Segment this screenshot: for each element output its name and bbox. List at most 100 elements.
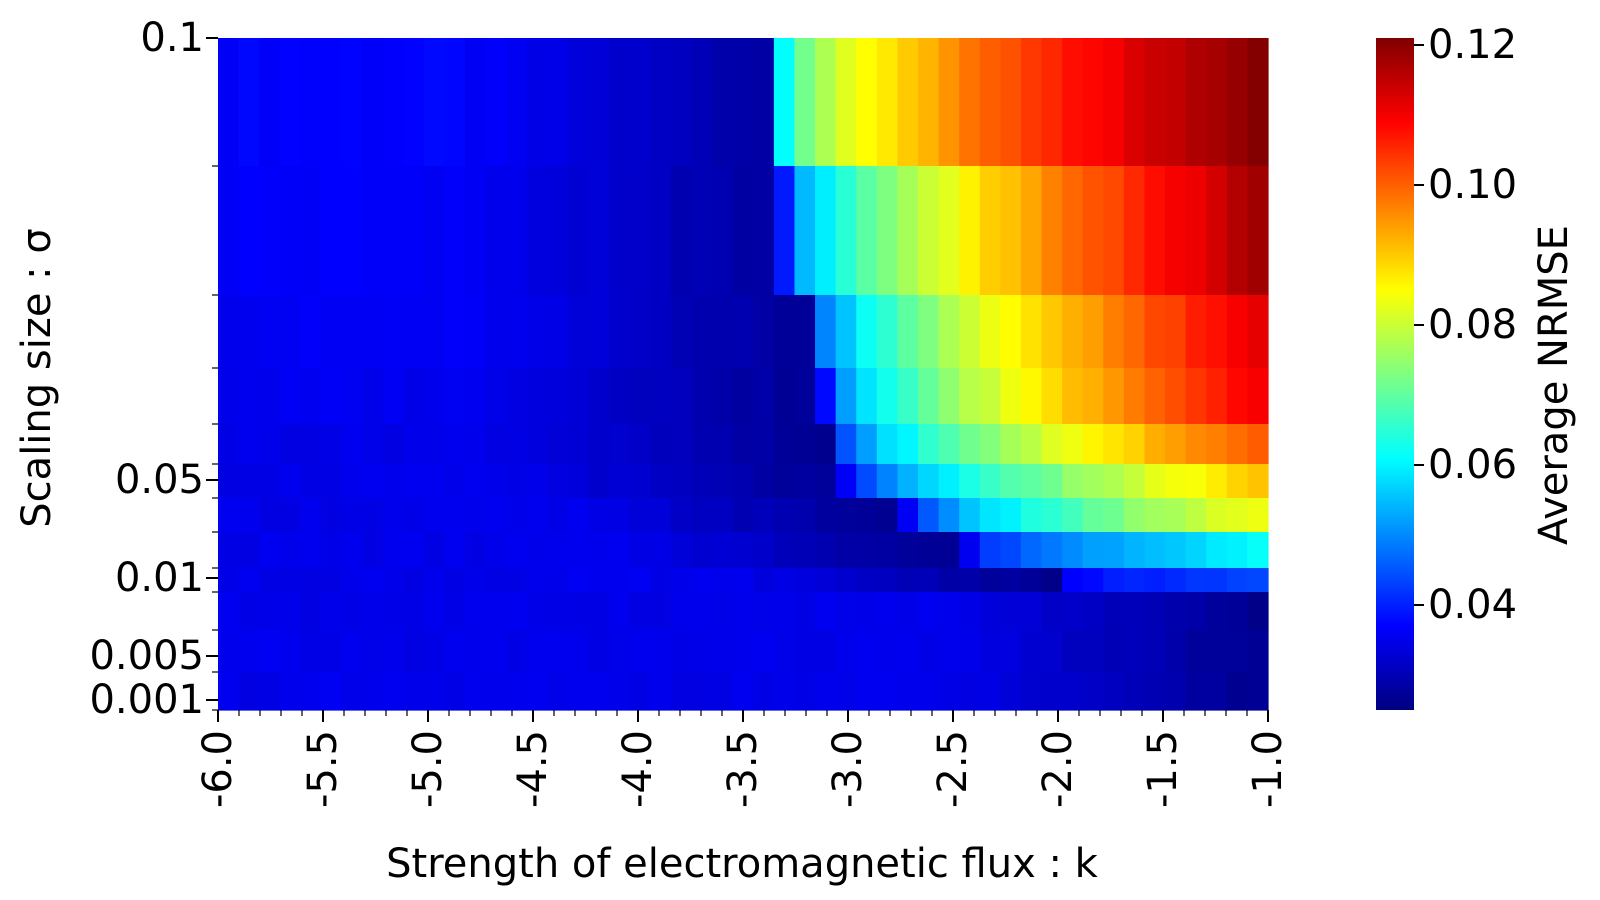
heatmap-cell: [1062, 672, 1084, 711]
x-tick-label: -1.0: [1245, 730, 1291, 808]
heatmap-cell: [815, 498, 837, 533]
heatmap-cell: [1185, 568, 1207, 593]
heatmap-cell: [856, 568, 878, 593]
heatmap-cell: [670, 532, 693, 569]
heatmap-cell: [815, 166, 837, 296]
heatmap-cell: [794, 532, 816, 569]
heatmap-cell: [444, 532, 466, 569]
heatmap-cell: [568, 295, 590, 369]
heatmap-cell: [1123, 568, 1146, 593]
heatmap-cell: [1185, 166, 1207, 296]
heatmap-cell: [1020, 464, 1043, 499]
heatmap-cell: [588, 630, 610, 673]
heatmap-cell: [897, 424, 919, 465]
heatmap-cell: [547, 630, 569, 673]
heatmap-cell: [1185, 295, 1207, 369]
heatmap-cell: [444, 672, 466, 711]
heatmap-cell: [897, 368, 919, 425]
heatmap-cell: [547, 592, 569, 631]
heatmap-cell: [712, 166, 734, 296]
heatmap-cell: [300, 166, 322, 296]
heatmap-cell: [794, 166, 816, 296]
heatmap-cell: [444, 464, 466, 499]
heatmap-cell: [794, 630, 816, 673]
heatmap-cell: [959, 532, 981, 569]
heatmap-cell: [670, 630, 693, 673]
x-tick-label: -2.5: [930, 730, 976, 808]
heatmap-cell: [753, 166, 775, 296]
heatmap-cell: [773, 424, 796, 465]
heatmap-cell: [670, 295, 693, 369]
heatmap-cell: [526, 464, 549, 499]
heatmap-cell: [1144, 498, 1166, 533]
y-tick-label: 0.05: [115, 457, 204, 503]
heatmap-cell: [465, 532, 487, 569]
heatmap-cell: [959, 295, 981, 369]
heatmap-cell: [897, 464, 919, 499]
heatmap-cell: [1144, 368, 1166, 425]
heatmap-cell: [382, 672, 404, 711]
heatmap-cell: [485, 568, 507, 593]
heatmap-cell: [547, 532, 569, 569]
heatmap-cell: [1206, 498, 1228, 533]
heatmap-cell: [650, 568, 672, 593]
heatmap-cell: [1041, 464, 1063, 499]
x-tick-label: -3.5: [720, 730, 766, 808]
heatmap-cell: [1041, 672, 1063, 711]
heatmap-cell: [300, 424, 322, 465]
heatmap-cell: [588, 498, 610, 533]
heatmap-cell: [423, 592, 446, 631]
heatmap-cell: [1041, 295, 1063, 369]
heatmap-cell: [979, 166, 1001, 296]
heatmap-cell: [465, 38, 487, 167]
heatmap-cell: [1185, 424, 1207, 465]
heatmap-cell: [1206, 568, 1228, 593]
x-tick-label: -4.5: [510, 730, 556, 808]
heatmap-cell: [691, 498, 713, 533]
heatmap-cell: [444, 295, 466, 369]
heatmap-cell: [609, 532, 631, 569]
heatmap-cell: [979, 368, 1001, 425]
heatmap-cell: [341, 498, 363, 533]
heatmap-cell: [547, 498, 569, 533]
heatmap-cell: [856, 424, 878, 465]
heatmap-cell: [218, 38, 240, 167]
heatmap-cell: [1206, 592, 1228, 631]
heatmap-cell: [691, 464, 713, 499]
heatmap-cell: [1123, 672, 1146, 711]
heatmap-cell: [629, 368, 651, 425]
heatmap-cell: [588, 295, 610, 369]
heatmap-cell: [815, 368, 837, 425]
heatmap-cell: [568, 498, 590, 533]
heatmap-cell: [1082, 592, 1104, 631]
heatmap-cell: [712, 498, 734, 533]
heatmap-cell: [588, 532, 610, 569]
heatmap-cell: [485, 498, 507, 533]
heatmap-cell: [753, 38, 775, 167]
heatmap-cell: [1082, 166, 1104, 296]
heatmap-cell: [773, 498, 796, 533]
heatmap-cell: [526, 166, 549, 296]
heatmap-cell: [465, 295, 487, 369]
heatmap-cell: [959, 38, 981, 167]
heatmap-cell: [320, 532, 343, 569]
heatmap-cell: [1062, 630, 1084, 673]
heatmap-cell: [815, 592, 837, 631]
heatmap-cell: [794, 592, 816, 631]
heatmap-cell: [1062, 568, 1084, 593]
heatmap-cell: [423, 368, 446, 425]
heatmap-cell: [382, 368, 404, 425]
heatmap-cell: [1020, 368, 1043, 425]
heatmap-cell: [382, 38, 404, 167]
heatmap-cell: [1185, 498, 1207, 533]
heatmap-cell: [650, 672, 672, 711]
heatmap-cell: [1226, 464, 1249, 499]
heatmap-cell: [526, 368, 549, 425]
heatmap-cell: [1020, 498, 1043, 533]
heatmap-cell: [691, 295, 713, 369]
heatmap-cell: [362, 630, 384, 673]
heatmap-cell: [362, 166, 384, 296]
heatmap-cell: [1062, 464, 1084, 499]
heatmap-cell: [1020, 592, 1043, 631]
heatmap-cell: [959, 464, 981, 499]
